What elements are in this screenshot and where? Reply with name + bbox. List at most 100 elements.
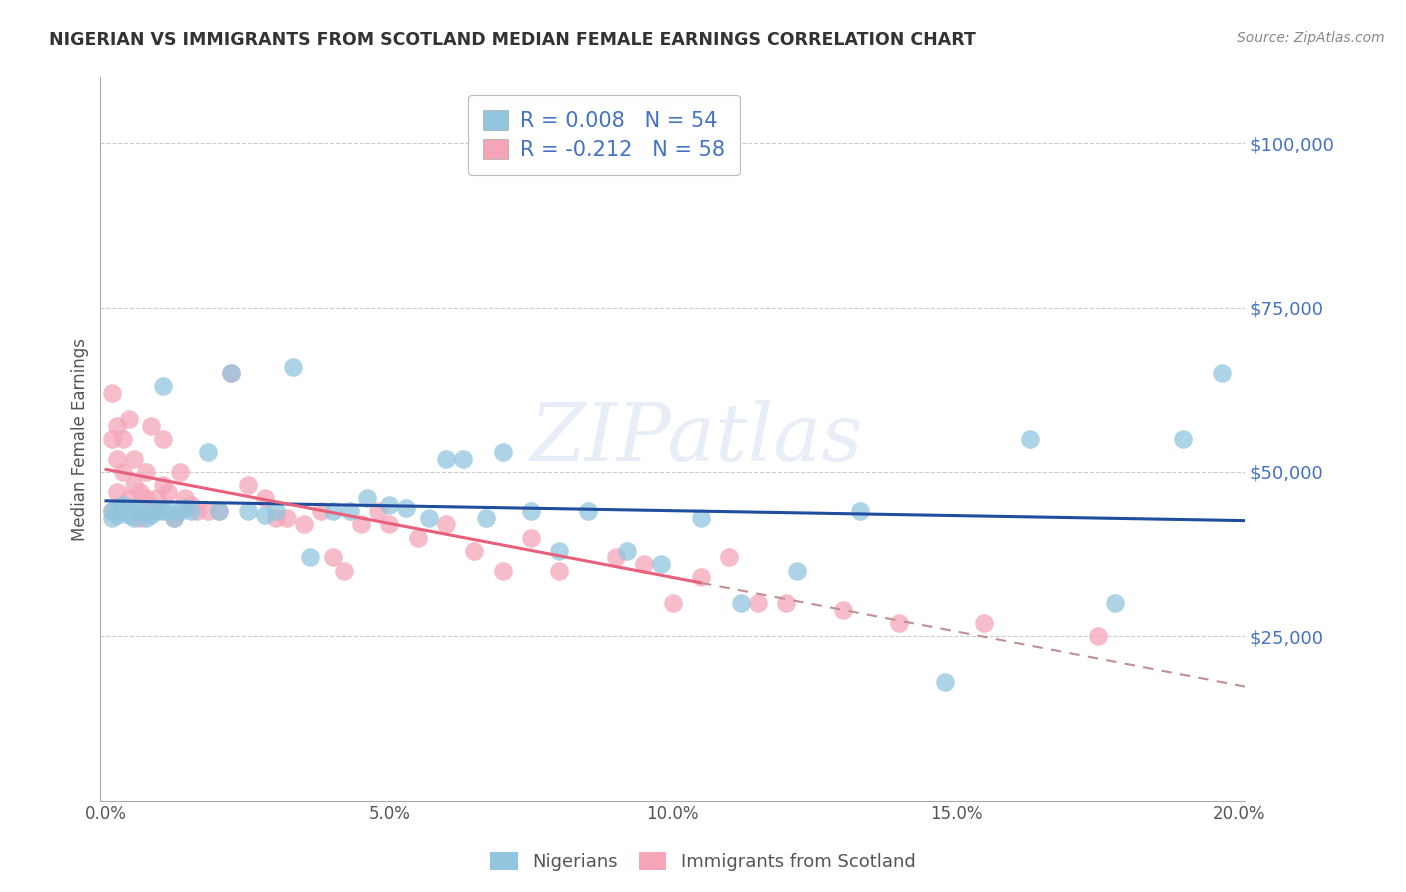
Point xyxy=(236,478,259,492)
Point xyxy=(378,498,401,512)
Point xyxy=(889,616,911,631)
Text: ZIPatlas: ZIPatlas xyxy=(529,401,862,478)
Point xyxy=(253,491,276,506)
Point xyxy=(129,484,152,499)
Text: Source: ZipAtlas.com: Source: ZipAtlas.com xyxy=(1237,31,1385,45)
Point xyxy=(451,451,474,466)
Point xyxy=(141,504,163,518)
Point xyxy=(311,504,333,518)
Point xyxy=(157,484,180,499)
Point xyxy=(141,508,163,522)
Point xyxy=(548,564,571,578)
Point xyxy=(973,616,995,631)
Point xyxy=(105,484,128,499)
Point xyxy=(339,504,361,518)
Point xyxy=(236,504,259,518)
Point xyxy=(650,557,672,571)
Point xyxy=(253,508,276,522)
Point xyxy=(152,478,174,492)
Point xyxy=(124,501,146,516)
Point xyxy=(219,366,242,380)
Point xyxy=(111,432,134,446)
Point xyxy=(264,511,287,525)
Point xyxy=(129,504,152,518)
Point xyxy=(322,550,344,565)
Point xyxy=(169,504,191,518)
Point xyxy=(333,564,356,578)
Point xyxy=(111,498,134,512)
Point xyxy=(152,432,174,446)
Point xyxy=(197,504,219,518)
Point xyxy=(367,504,389,518)
Point xyxy=(174,501,197,516)
Point xyxy=(378,517,401,532)
Point xyxy=(219,366,242,380)
Point xyxy=(730,596,752,610)
Point xyxy=(356,491,378,506)
Point xyxy=(690,570,713,584)
Point xyxy=(1018,432,1040,446)
Point xyxy=(492,445,515,459)
Point xyxy=(548,543,571,558)
Point xyxy=(118,412,141,426)
Point xyxy=(298,550,321,565)
Text: NIGERIAN VS IMMIGRANTS FROM SCOTLAND MEDIAN FEMALE EARNINGS CORRELATION CHART: NIGERIAN VS IMMIGRANTS FROM SCOTLAND MED… xyxy=(49,31,976,49)
Point xyxy=(633,557,655,571)
Point xyxy=(322,504,344,518)
Point xyxy=(492,564,515,578)
Point xyxy=(934,675,956,690)
Point xyxy=(146,504,169,518)
Point xyxy=(616,543,638,558)
Point xyxy=(1171,432,1194,446)
Point xyxy=(174,491,197,506)
Point xyxy=(111,504,134,518)
Point xyxy=(152,379,174,393)
Point xyxy=(105,418,128,433)
Point xyxy=(434,451,457,466)
Point xyxy=(152,504,174,518)
Point xyxy=(163,511,186,525)
Point xyxy=(418,511,440,525)
Point xyxy=(474,511,496,525)
Point xyxy=(1087,629,1109,643)
Point xyxy=(100,504,122,518)
Point xyxy=(141,418,163,433)
Point xyxy=(395,501,418,516)
Point xyxy=(100,386,122,401)
Point xyxy=(100,432,122,446)
Point xyxy=(276,511,298,525)
Point xyxy=(1211,366,1233,380)
Point xyxy=(146,491,169,506)
Point xyxy=(105,501,128,516)
Point xyxy=(281,359,304,374)
Point xyxy=(157,504,180,518)
Point xyxy=(135,465,157,479)
Point xyxy=(661,596,683,610)
Point xyxy=(100,504,122,518)
Point xyxy=(520,504,543,518)
Point xyxy=(124,451,146,466)
Point xyxy=(169,465,191,479)
Point xyxy=(208,504,231,518)
Point xyxy=(350,517,373,532)
Point xyxy=(208,504,231,518)
Point xyxy=(135,511,157,525)
Point xyxy=(124,511,146,525)
Point xyxy=(141,504,163,518)
Point xyxy=(135,491,157,506)
Point xyxy=(163,511,186,525)
Point xyxy=(463,543,485,558)
Point xyxy=(786,564,808,578)
Point xyxy=(118,491,141,506)
Point xyxy=(180,498,202,512)
Point xyxy=(264,504,287,518)
Point xyxy=(747,596,769,610)
Point xyxy=(186,504,208,518)
Point xyxy=(105,451,128,466)
Point xyxy=(520,531,543,545)
Legend: Nigerians, Immigrants from Scotland: Nigerians, Immigrants from Scotland xyxy=(484,846,922,879)
Point xyxy=(105,508,128,522)
Point xyxy=(1104,596,1126,610)
Point xyxy=(576,504,599,518)
Point xyxy=(129,511,152,525)
